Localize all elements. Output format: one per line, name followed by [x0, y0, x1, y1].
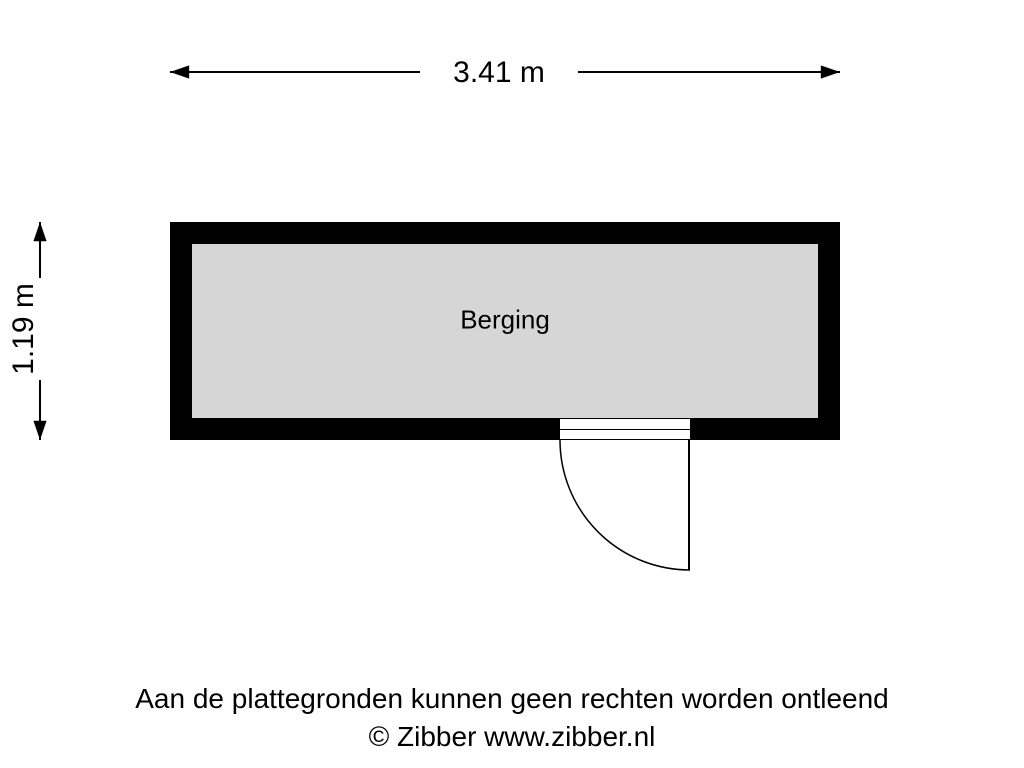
footer-line1: Aan de plattegronden kunnen geen rechten…	[0, 680, 1024, 718]
footer-disclaimer: Aan de plattegronden kunnen geen rechten…	[0, 680, 1024, 756]
door-leaf	[688, 440, 690, 570]
door-swing-arc	[0, 0, 1024, 768]
floorplan-canvas: 3.41 m 1.19 m Berging Aan de plattegrond…	[0, 0, 1024, 768]
footer-line2: © Zibber www.zibber.nl	[0, 718, 1024, 756]
